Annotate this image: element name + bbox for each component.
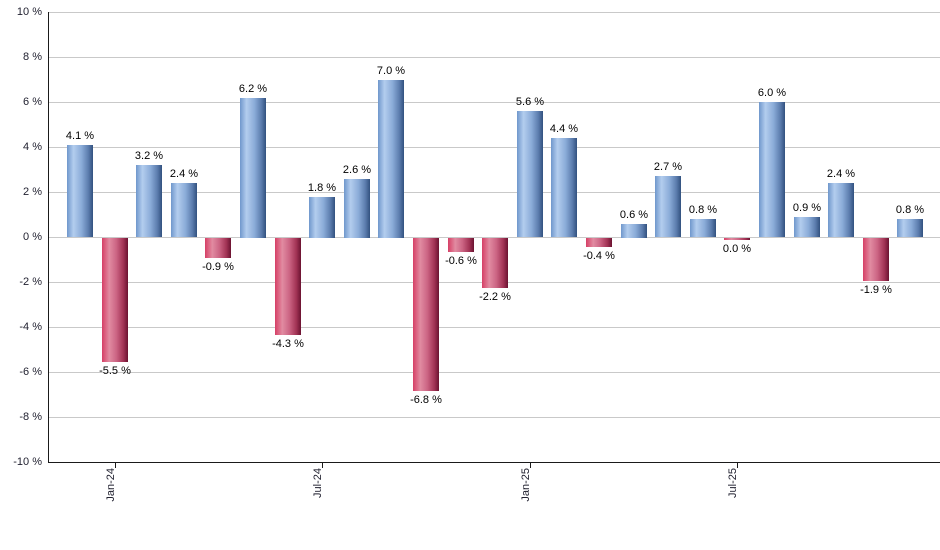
bar-value-label: 0.8 % <box>895 204 925 216</box>
bar-value-label: 0.0 % <box>722 243 752 255</box>
bar-value-label: 4.4 % <box>549 123 579 135</box>
gridline <box>48 327 940 328</box>
gridline <box>48 147 940 148</box>
bar[interactable] <box>378 80 404 238</box>
bar[interactable] <box>621 224 647 238</box>
bar[interactable] <box>413 238 439 391</box>
y-axis-label: -4 % <box>19 321 42 333</box>
bar-value-label: -2.2 % <box>479 291 511 303</box>
gridline <box>48 237 940 238</box>
bar[interactable] <box>655 176 681 237</box>
bar-value-label: 2.4 % <box>826 168 856 180</box>
bar[interactable] <box>136 165 162 237</box>
bar[interactable] <box>171 183 197 237</box>
bar-value-label: -0.6 % <box>445 255 477 267</box>
bar-value-label: 2.4 % <box>169 168 199 180</box>
gridline <box>48 372 940 373</box>
bar[interactable] <box>794 217 820 237</box>
y-axis-label: 0 % <box>23 231 42 243</box>
y-axis-label: 2 % <box>23 186 42 198</box>
bar-value-label: -0.9 % <box>202 261 234 273</box>
x-axis-tick <box>737 462 738 468</box>
y-axis-label: -10 % <box>13 456 42 468</box>
y-axis-label: 8 % <box>23 51 42 63</box>
x-axis-line <box>48 462 940 463</box>
bar-value-label: 4.1 % <box>65 130 95 142</box>
bar[interactable] <box>586 238 612 247</box>
x-axis-tick <box>115 462 116 468</box>
gridline <box>48 417 940 418</box>
bar-value-label: -5.5 % <box>99 365 131 377</box>
bar[interactable] <box>275 238 301 335</box>
bar[interactable] <box>309 197 335 238</box>
bar[interactable] <box>897 219 923 237</box>
bar[interactable] <box>482 238 508 288</box>
gridline <box>48 57 940 58</box>
y-axis-label: 4 % <box>23 141 42 153</box>
bar-value-label: 6.0 % <box>757 87 787 99</box>
y-axis-line <box>48 12 49 462</box>
gridline <box>48 102 940 103</box>
bar-value-label: 0.9 % <box>792 202 822 214</box>
y-axis-label: 6 % <box>23 96 42 108</box>
gridline <box>48 12 940 13</box>
bar-value-label: 3.2 % <box>134 150 164 162</box>
y-axis-label: -2 % <box>19 276 42 288</box>
bar[interactable] <box>828 183 854 237</box>
x-axis-label: Jan-24 <box>105 468 117 502</box>
gridline <box>48 192 940 193</box>
x-axis-tick <box>322 462 323 468</box>
bar-value-label: 0.8 % <box>688 204 718 216</box>
x-axis-label: Jan-25 <box>520 468 532 502</box>
bar[interactable] <box>448 238 474 252</box>
x-axis-label: Jul-24 <box>312 468 324 498</box>
bar[interactable] <box>102 238 128 362</box>
bar[interactable] <box>344 179 370 238</box>
bar-value-label: 6.2 % <box>238 83 268 95</box>
bar-value-label: -4.3 % <box>272 338 304 350</box>
bar[interactable] <box>690 219 716 237</box>
bar[interactable] <box>205 238 231 258</box>
bar-value-label: -1.9 % <box>860 284 892 296</box>
bar-value-label: 5.6 % <box>515 96 545 108</box>
y-axis-label: 10 % <box>16 6 42 18</box>
bar[interactable] <box>67 145 93 237</box>
bar-value-label: -0.4 % <box>583 250 615 262</box>
bar[interactable] <box>551 138 577 237</box>
bar-value-label: 2.7 % <box>653 161 683 173</box>
bar-value-label: 0.6 % <box>619 209 649 221</box>
bar-value-label: 7.0 % <box>376 65 406 77</box>
bar[interactable] <box>517 111 543 237</box>
bar[interactable] <box>863 238 889 281</box>
y-axis-label: -6 % <box>19 366 42 378</box>
x-axis-tick <box>530 462 531 468</box>
bar[interactable] <box>240 98 266 238</box>
bar-value-label: 2.6 % <box>342 164 372 176</box>
y-axis-label: -8 % <box>19 411 42 423</box>
bar[interactable] <box>724 238 750 240</box>
x-axis-label: Jul-25 <box>727 468 739 498</box>
bar-value-label: -6.8 % <box>410 394 442 406</box>
bar[interactable] <box>759 102 785 237</box>
bar-value-label: 1.8 % <box>307 182 337 194</box>
